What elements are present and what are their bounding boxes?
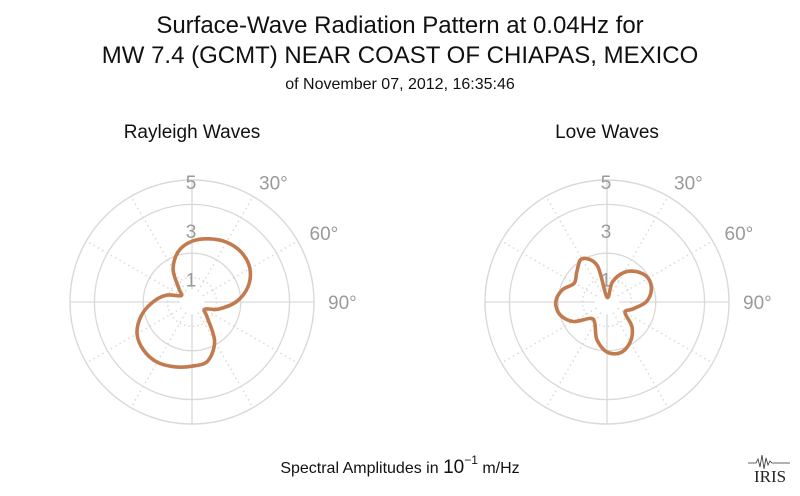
rayleigh-spoke-300 bbox=[85, 240, 182, 297]
rayleigh-pattern-curve-0 bbox=[135, 237, 253, 369]
love-theta-tick-label: 90° bbox=[743, 293, 772, 314]
love-polar-panel: Love Waves 1 3 5 30° 60° 90° bbox=[484, 122, 772, 425]
love-pattern-curve-0 bbox=[553, 256, 654, 356]
love-spoke-300 bbox=[500, 240, 597, 297]
chart-subtitle: of November 07, 2012, 16:35:46 bbox=[285, 76, 515, 93]
chart-title-line2: MW 7.4 (GCMT) NEAR COAST OF CHIAPAS, MEX… bbox=[102, 42, 699, 69]
seismogram-icon bbox=[748, 454, 790, 470]
rayleigh-spoke-30 bbox=[197, 195, 254, 292]
chart-title-line1: Surface-Wave Radiation Pattern at 0.04Hz… bbox=[156, 12, 643, 39]
love-spoke-240 bbox=[500, 307, 597, 364]
love-panel-title: Love Waves bbox=[555, 122, 659, 143]
rayleigh-theta-tick-label: 60° bbox=[310, 224, 339, 245]
rayleigh-spoke-150 bbox=[197, 312, 254, 409]
rayleigh-panel-title: Rayleigh Waves bbox=[124, 122, 261, 143]
rayleigh-spoke-60 bbox=[202, 240, 299, 297]
love-r-tick-label: 5 bbox=[601, 173, 612, 194]
rayleigh-theta-tick-label: 30° bbox=[259, 173, 288, 194]
love-r-tick-label: 3 bbox=[601, 222, 612, 243]
love-theta-tick-label: 60° bbox=[725, 224, 754, 245]
rayleigh-spoke-240 bbox=[85, 307, 182, 364]
footer-exponent: −1 bbox=[464, 453, 478, 467]
rayleigh-r-tick-label: 1 bbox=[186, 271, 197, 292]
love-spoke-210 bbox=[545, 312, 602, 409]
footer-unit: m/Hz bbox=[478, 460, 520, 477]
rayleigh-r-tick-label: 5 bbox=[186, 173, 197, 194]
iris-logo: IRIS bbox=[748, 454, 790, 486]
rayleigh-polar-panel: Rayleigh Waves 1 3 5 30° 60° 90° bbox=[69, 122, 357, 425]
iris-logo-text: IRIS bbox=[754, 467, 786, 486]
footer-prefix: Spectral Amplitudes in bbox=[280, 460, 443, 477]
love-spoke-60 bbox=[617, 240, 714, 297]
love-r-tick-label: 1 bbox=[601, 271, 612, 292]
love-spoke-120 bbox=[617, 307, 714, 364]
love-theta-tick-label: 30° bbox=[674, 173, 703, 194]
rayleigh-spoke-330 bbox=[130, 195, 187, 292]
rayleigh-theta-tick-label: 90° bbox=[328, 293, 357, 314]
rayleigh-spoke-210 bbox=[130, 312, 187, 409]
footer-base: 10 bbox=[443, 457, 464, 478]
rayleigh-spoke-120 bbox=[202, 307, 299, 364]
love-spoke-150 bbox=[612, 312, 669, 409]
rayleigh-r-tick-label: 3 bbox=[186, 222, 197, 243]
footer-caption: Spectral Amplitudes in 10−1 m/Hz bbox=[280, 453, 519, 478]
